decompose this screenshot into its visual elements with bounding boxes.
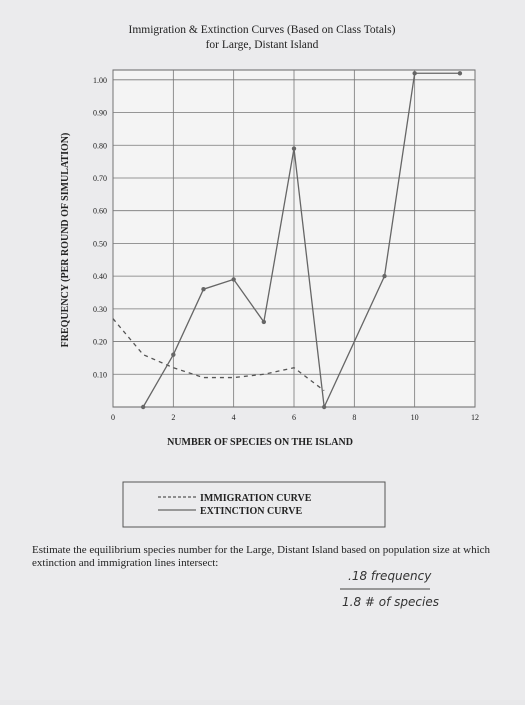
x-axis-label: NUMBER OF SPECIES ON THE ISLAND (167, 437, 353, 448)
legend-label: IMMIGRATION CURVE (200, 493, 312, 504)
x-tick-label: 2 (171, 413, 175, 422)
handwritten-answer: 1.8 # of species (342, 595, 439, 609)
x-tick-label: 6 (292, 413, 296, 422)
y-tick-label: 0.30 (93, 305, 107, 314)
y-tick-label: 0.20 (93, 338, 107, 347)
y-tick-label: 1.00 (93, 76, 107, 85)
question: Estimate the equilibrium species number … (32, 544, 491, 569)
y-tick-label: 0.10 (93, 370, 107, 379)
x-tick-label: 4 (232, 413, 236, 422)
legend-label: EXTINCTION CURVE (200, 506, 302, 517)
point (412, 71, 417, 76)
x-tick-label: 12 (471, 413, 479, 422)
point (140, 404, 146, 410)
y-axis-label: FREQUENCY (PER ROUND OF SIMULATION) (60, 133, 71, 348)
point (382, 273, 387, 279)
point (291, 146, 297, 151)
point (231, 277, 236, 282)
y-tick-label: 0.50 (93, 239, 107, 248)
point (457, 71, 463, 76)
y-tick-label: 0.70 (93, 174, 107, 183)
point (261, 319, 267, 325)
y-tick-label: 0.40 (93, 272, 107, 281)
x-tick-label: 8 (352, 413, 356, 422)
x-tick-label: 0 (111, 413, 115, 422)
series-line (142, 72, 460, 410)
point (201, 287, 206, 292)
y-tick-label: 0.80 (93, 141, 107, 150)
y-tick-label: 0.60 (93, 207, 107, 216)
chart-subtitle: for Large, Distant Island (206, 39, 319, 51)
point (321, 404, 327, 410)
handwritten-answer: .18 frequency (348, 569, 432, 583)
x-tick-label: 10 (411, 413, 419, 422)
legend-box (122, 481, 386, 528)
point (171, 352, 176, 357)
chart-title: Immigration & Extinction Curves (Based o… (129, 24, 396, 36)
question-box: Estimate the equilibrium species number … (32, 544, 491, 569)
y-tick-label: 0.90 (93, 109, 107, 118)
